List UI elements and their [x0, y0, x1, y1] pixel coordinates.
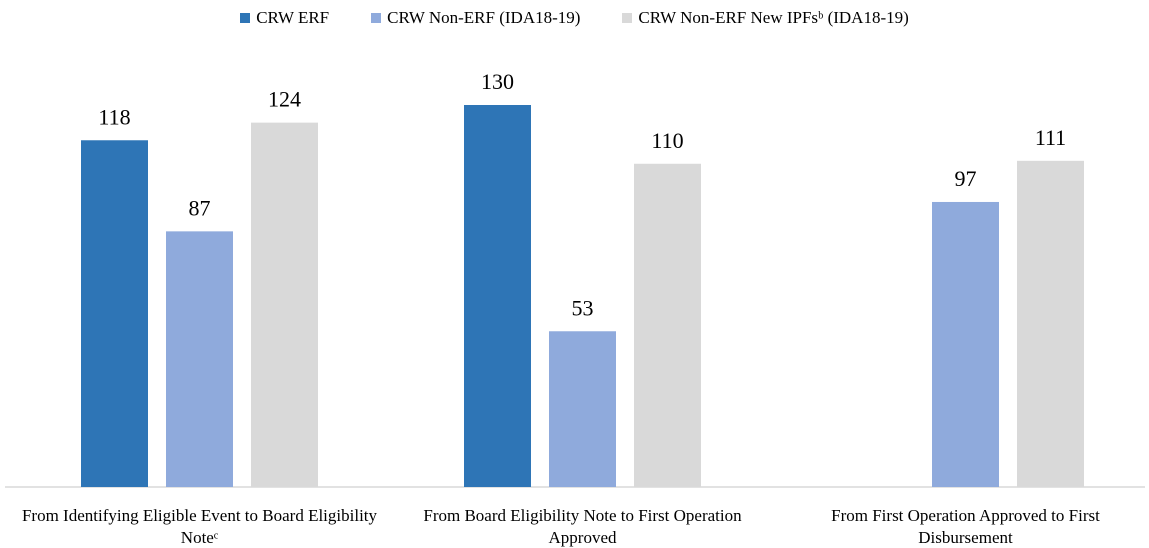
- bar: [166, 231, 233, 487]
- x-tick-label: From Board Eligibility Note to First Ope…: [423, 506, 742, 547]
- bar: [932, 201, 999, 487]
- legend-label: CRW Non-ERF (IDA18-19): [387, 8, 581, 27]
- data-label: 124: [268, 87, 301, 112]
- legend-swatch: [371, 13, 382, 23]
- legend-label: CRW Non-ERF New IPFsᵇ (IDA18-19): [638, 8, 909, 27]
- data-label: 53: [572, 295, 594, 320]
- bar: [634, 163, 701, 487]
- data-label: 111: [1035, 125, 1066, 150]
- legend-label: CRW ERF: [256, 8, 330, 27]
- legend-item: CRW Non-ERF (IDA18-19): [371, 8, 580, 28]
- data-label: 118: [98, 104, 130, 129]
- legend-swatch: [622, 13, 633, 23]
- legend-swatch: [240, 13, 251, 23]
- x-tick-label: From Identifying Eligible Event to Board…: [21, 506, 378, 547]
- bar: [464, 105, 531, 487]
- data-label: 87: [189, 195, 211, 220]
- data-label: 97: [955, 166, 977, 191]
- legend-item: CRW Non-ERF New IPFsᵇ (IDA18-19): [622, 8, 909, 28]
- bar: [549, 331, 616, 487]
- data-label: 110: [651, 128, 683, 153]
- legend: CRW ERF CRW Non-ERF (IDA18-19) CRW Non-ERF…: [0, 8, 1149, 28]
- bar: [1017, 160, 1084, 488]
- legend-item: CRW ERF: [240, 8, 329, 28]
- bar: [251, 122, 318, 487]
- x-tick-label: From First Operation Approved to First D…: [831, 506, 1100, 547]
- bar: [81, 140, 148, 487]
- data-label: 130: [481, 69, 514, 94]
